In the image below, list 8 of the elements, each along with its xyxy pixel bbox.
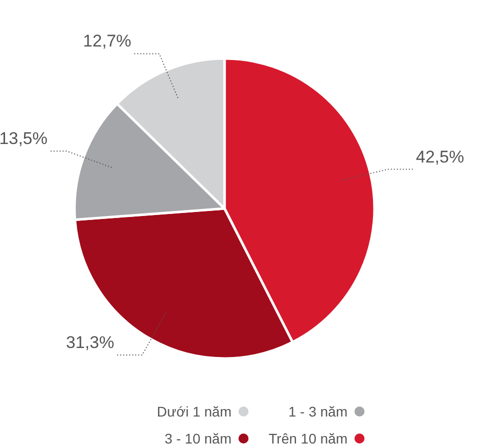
data-label: 13,5% xyxy=(0,129,48,148)
legend-label: 3 - 10 năm xyxy=(164,430,232,446)
legend-label: Dưới 1 năm xyxy=(156,404,232,420)
legend-label: 1 - 3 năm xyxy=(288,404,348,420)
data-label: 42,5% xyxy=(416,147,464,166)
data-label: 31,3% xyxy=(66,332,114,352)
data-label: 12,7% xyxy=(83,32,132,51)
legend-label: Trên 10 năm xyxy=(268,430,348,446)
